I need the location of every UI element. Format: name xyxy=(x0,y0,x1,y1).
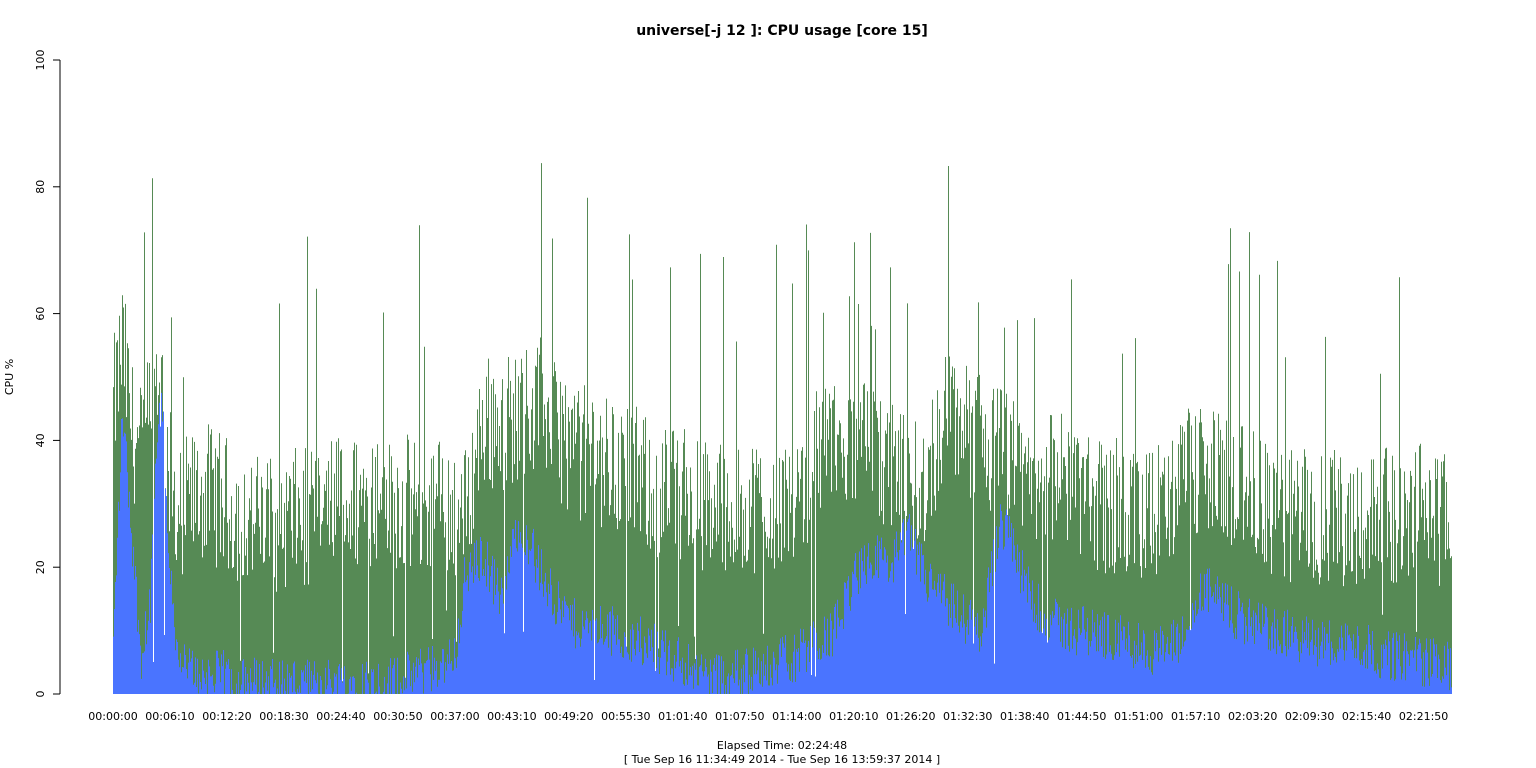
y-tick-label: 60 xyxy=(34,307,47,321)
x-tick-label: 01:57:10 xyxy=(1171,710,1220,723)
y-tick-label: 20 xyxy=(34,560,47,574)
x-tick-label: 02:15:40 xyxy=(1342,710,1391,723)
chart-title: universe[-j 12 ]: CPU usage [core 15] xyxy=(636,23,928,39)
series-total-cpu xyxy=(113,163,1452,694)
y-tick-label: 40 xyxy=(34,433,47,447)
x-tick-label: 01:20:10 xyxy=(829,710,878,723)
x-tick-label: 01:38:40 xyxy=(1000,710,1049,723)
x-tick-label: 02:09:30 xyxy=(1285,710,1334,723)
x-tick-label: 00:06:10 xyxy=(145,710,194,723)
x-axis-label: Elapsed Time: 02:24:48 xyxy=(717,739,847,752)
x-tick-label: 00:49:20 xyxy=(544,710,593,723)
x-tick-label: 02:03:20 xyxy=(1228,710,1277,723)
x-tick-label: 00:37:00 xyxy=(430,710,479,723)
x-tick-label: 01:01:40 xyxy=(658,710,707,723)
x-tick-label: 00:12:20 xyxy=(202,710,251,723)
axes: 0 20 40 60 80 100 00:00:00 00:06:10 00:12:20 00:1… xyxy=(34,50,1448,724)
y-tick-label: 100 xyxy=(34,50,47,71)
x-tick-label: 00:00:00 xyxy=(88,710,137,723)
x-tick-label: 01:44:50 xyxy=(1057,710,1106,723)
x-tick-label: 01:51:00 xyxy=(1114,710,1163,723)
x-tick-label: 01:14:00 xyxy=(772,710,821,723)
x-tick-label: 00:24:40 xyxy=(316,710,365,723)
y-tick-label: 80 xyxy=(34,180,47,194)
x-tick-label: 00:30:50 xyxy=(373,710,422,723)
series-base-cpu xyxy=(113,392,1452,694)
y-tick-label: 0 xyxy=(34,691,47,698)
chart-subtitle: [ Tue Sep 16 11:34:49 2014 - Tue Sep 16 … xyxy=(624,753,940,766)
x-tick-label: 00:43:10 xyxy=(487,710,536,723)
x-tick-label: 01:32:30 xyxy=(943,710,992,723)
x-tick-label: 00:18:30 xyxy=(259,710,308,723)
plot-area xyxy=(113,163,1452,694)
x-tick-label: 02:21:50 xyxy=(1399,710,1448,723)
y-axis-label: CPU % xyxy=(3,359,16,395)
x-tick-label: 00:55:30 xyxy=(601,710,650,723)
x-tick-label: 01:26:20 xyxy=(886,710,935,723)
x-tick-label: 01:07:50 xyxy=(715,710,764,723)
